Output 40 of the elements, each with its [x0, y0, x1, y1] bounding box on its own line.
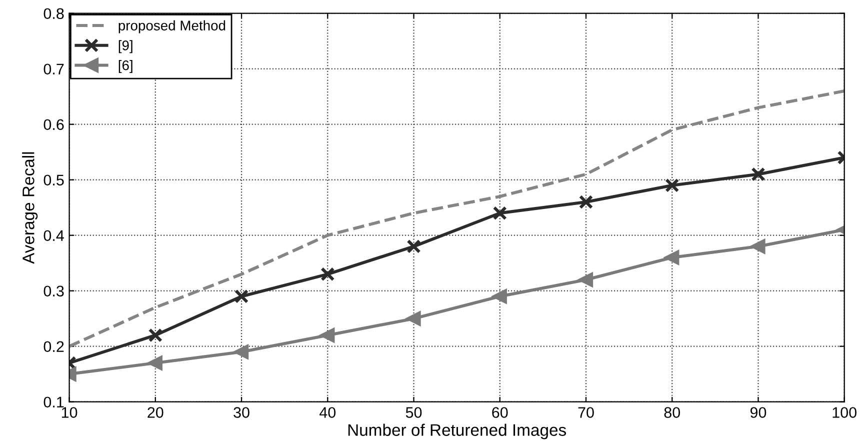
- point: [234, 289, 249, 304]
- point: [578, 194, 594, 210]
- legend-label: proposed Method: [118, 20, 226, 34]
- x-tick-label: 50: [406, 407, 422, 418]
- x-axis-title: Number of Returened Images: [348, 424, 566, 440]
- x-tick-label: 100: [832, 407, 856, 418]
- y-tick-label: 0.4: [44, 230, 64, 242]
- point: [665, 250, 680, 265]
- x-tick-label: 40: [319, 407, 336, 418]
- line-series: [69, 89, 844, 348]
- point: [751, 239, 766, 254]
- x-tick-label: 90: [750, 407, 766, 418]
- y-tick-label: 0.7: [44, 64, 64, 75]
- legend-label: [9]: [118, 40, 132, 54]
- point: [320, 328, 335, 342]
- x-tick-label: 10: [62, 407, 78, 418]
- point: [234, 344, 249, 359]
- point: [578, 272, 594, 287]
- point: [148, 356, 162, 370]
- x-tick-label: 20: [148, 407, 164, 418]
- x-tick-label: 60: [492, 407, 508, 418]
- point: [320, 267, 335, 282]
- y-tick-label: 0.8: [44, 8, 64, 20]
- x-tick-label: 70: [578, 407, 594, 418]
- point: [148, 328, 162, 342]
- point: [492, 289, 507, 304]
- y-axis-title: Average Recall: [22, 152, 38, 264]
- point: [665, 178, 680, 192]
- y-tick-label: 0.6: [44, 119, 64, 130]
- y-tick-label: 0.1: [44, 396, 64, 408]
- x-tick-label: 30: [234, 407, 250, 418]
- y-tick-label: 0.3: [44, 286, 64, 297]
- y-tick-label: 0.5: [44, 174, 64, 186]
- point: [751, 167, 766, 182]
- point: [406, 239, 421, 254]
- point: [406, 311, 421, 326]
- y-tick-label: 0.2: [44, 341, 64, 352]
- point: [492, 206, 507, 220]
- x-tick-label: 80: [664, 407, 680, 418]
- legend-label: [6]: [118, 60, 132, 73]
